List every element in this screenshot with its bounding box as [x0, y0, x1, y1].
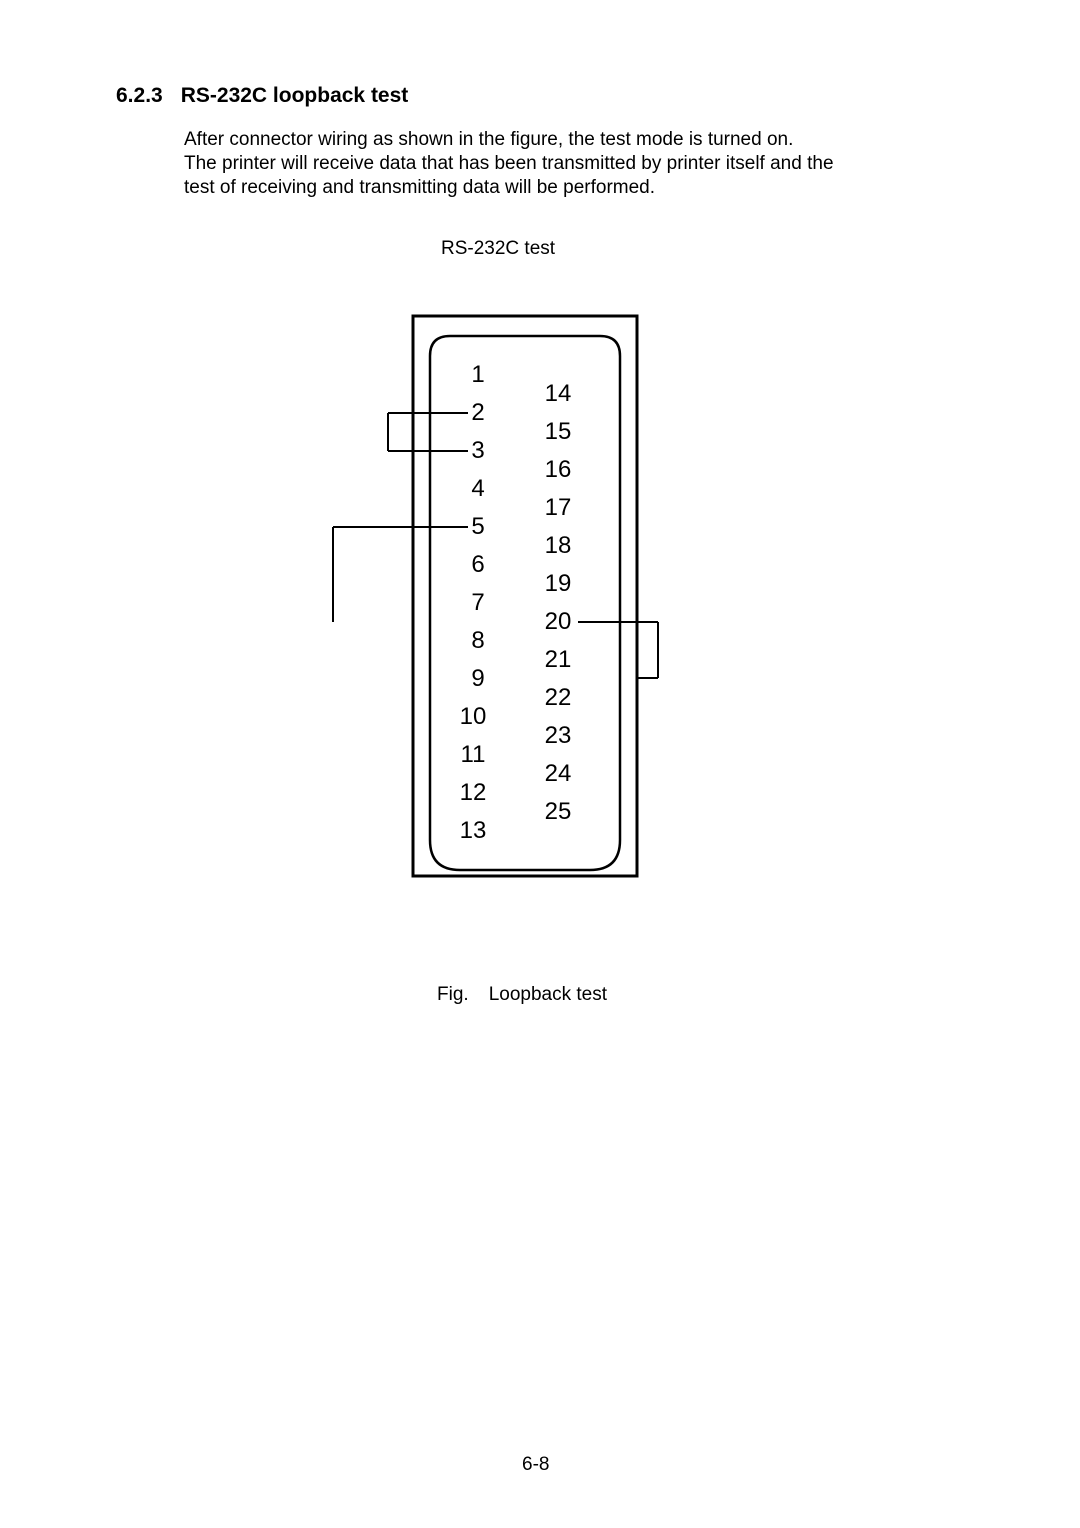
- pin-20: 20: [545, 608, 572, 635]
- pin-6: 6: [471, 551, 484, 578]
- pin-23: 23: [545, 722, 572, 749]
- pin-21: 21: [545, 646, 572, 673]
- pin-13: 13: [460, 817, 487, 844]
- section-heading: 6.2.3 RS-232C loopback test: [116, 84, 408, 108]
- pin-11: 11: [461, 741, 486, 768]
- pin-9: 9: [471, 665, 484, 692]
- pin-7: 7: [471, 589, 484, 616]
- pin-18: 18: [545, 532, 572, 559]
- section-number: 6.2.3: [116, 84, 163, 108]
- pin-5: 5: [471, 513, 484, 540]
- body-line-3: test of receiving and transmitting data …: [184, 177, 655, 198]
- fig-label: Fig.: [437, 984, 469, 1005]
- fig-text: Loopback test: [489, 984, 607, 1005]
- pin-2: 2: [471, 399, 484, 426]
- body-line-2: The printer will receive data that has b…: [184, 153, 834, 174]
- outer-housing: [413, 316, 637, 876]
- pin-19: 19: [545, 570, 572, 597]
- inner-shell: [430, 336, 620, 870]
- pin-4: 4: [471, 475, 484, 502]
- pin-1: 1: [471, 361, 484, 388]
- figure-caption: Fig. Loopback test: [437, 984, 607, 1006]
- body-line-1: After connector wiring as shown in the f…: [184, 129, 793, 150]
- page-number: 6-8: [522, 1454, 549, 1476]
- caption-top: RS-232C test: [441, 238, 555, 260]
- pin-12: 12: [460, 779, 487, 806]
- pin-17: 17: [545, 494, 572, 521]
- pin-24: 24: [545, 760, 572, 787]
- pin-15: 15: [545, 418, 572, 445]
- pin-10: 10: [460, 703, 487, 730]
- body-paragraph: After connector wiring as shown in the f…: [184, 128, 954, 199]
- pin-16: 16: [545, 456, 572, 483]
- pin-22: 22: [545, 684, 572, 711]
- pin-14: 14: [545, 380, 572, 407]
- pin-3: 3: [471, 437, 484, 464]
- pin-8: 8: [471, 627, 484, 654]
- pin-25: 25: [545, 798, 572, 825]
- section-title: RS-232C loopback test: [181, 84, 409, 107]
- connector-diagram: 1 2 3 4 5 6 7 8 9 10 11 12 13 14 15 16 1…: [280, 300, 700, 920]
